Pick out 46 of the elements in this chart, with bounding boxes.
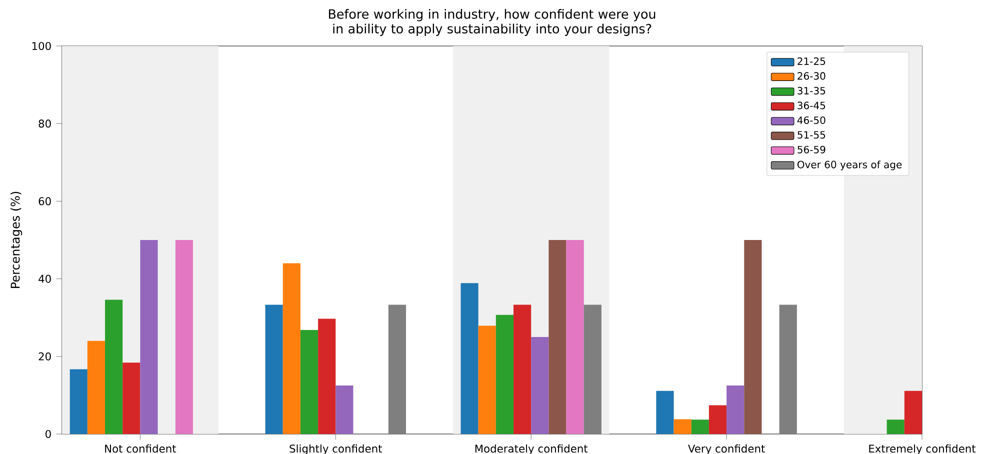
bar <box>584 304 602 434</box>
bar <box>265 304 283 434</box>
legend-label: 36-45 <box>798 102 826 110</box>
legend-label: 21-25 <box>798 57 826 65</box>
bar <box>691 420 709 434</box>
bar <box>70 369 88 434</box>
y-tick-label: 20 <box>38 352 51 360</box>
bar <box>318 318 336 434</box>
bar <box>779 304 797 434</box>
y-axis-title: Percentages (%) <box>10 192 22 288</box>
bar <box>656 390 674 434</box>
bar <box>886 420 904 434</box>
y-tick-label: 80 <box>38 120 51 128</box>
bar <box>496 314 514 434</box>
bar <box>904 390 922 434</box>
bar <box>514 304 532 434</box>
bar <box>531 337 549 434</box>
bar <box>105 300 123 434</box>
legend-label: 26-30 <box>798 72 826 80</box>
bar <box>708 405 727 434</box>
bar <box>175 240 193 434</box>
y-tick-label: 100 <box>32 42 51 50</box>
legend-label: 51-55 <box>798 131 826 139</box>
y-tick-label: 60 <box>38 197 51 206</box>
bar <box>122 362 140 434</box>
bar <box>282 263 300 434</box>
bar <box>478 326 496 434</box>
legend-label: 31-35 <box>798 86 826 94</box>
bar <box>548 240 566 434</box>
bar <box>460 283 478 434</box>
legend-label: 56-59 <box>798 146 826 154</box>
chart-title: Before working in industry, how confident were you in ability to apply sustainability into your designs? <box>328 9 656 36</box>
bar <box>300 330 318 434</box>
bar <box>388 304 406 434</box>
legend-label: 46-50 <box>797 116 826 124</box>
bar <box>140 240 158 434</box>
bar <box>336 386 354 434</box>
bar <box>726 386 744 434</box>
x-tick-label: Not confident <box>105 444 176 453</box>
y-tick-label: 0 <box>46 430 51 438</box>
y-tick-label: 40 <box>38 274 51 283</box>
legend-label: Over 60 years of age <box>797 160 902 170</box>
bar <box>566 240 584 434</box>
bar <box>87 340 106 434</box>
bar <box>744 240 762 434</box>
bar <box>674 419 692 434</box>
